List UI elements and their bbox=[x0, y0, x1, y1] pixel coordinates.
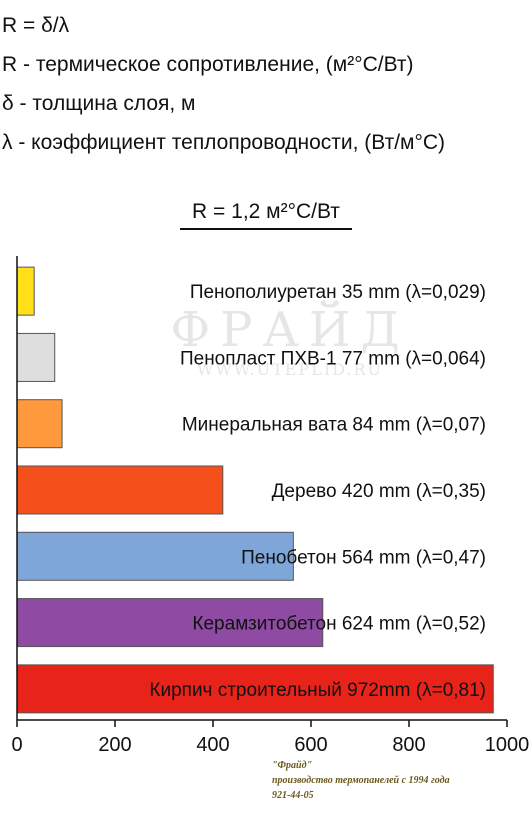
bar-label: Пенобетон 564 mm (λ=0,47) bbox=[241, 547, 486, 568]
company-tagline: производство термопанелей с 1994 года bbox=[272, 775, 450, 786]
company-phone: 921-44-05 bbox=[272, 790, 314, 801]
resistance-definition: R - термическое сопротивление, (м²°С/Вт) bbox=[2, 53, 414, 76]
x-tick-label: 200 bbox=[98, 734, 131, 756]
resistance-title: R = 1,2 м²°С/Вт bbox=[180, 200, 352, 230]
bar bbox=[16, 266, 35, 316]
conductivity-definition: λ - коэффициент теплопроводности, (Вт/м°… bbox=[2, 131, 446, 154]
formula-block: R = δ/λ R - термическое сопротивление, (… bbox=[2, 6, 445, 162]
x-tick-label: 800 bbox=[392, 734, 425, 756]
x-tick-label: 400 bbox=[196, 734, 229, 756]
bar-label: Дерево 420 mm (λ=0,35) bbox=[272, 481, 486, 502]
thickness-definition: δ - толщина слоя, м bbox=[2, 92, 196, 115]
bar bbox=[16, 465, 224, 515]
bar-label: Кирпич строительный 972mm (λ=0,81) bbox=[149, 680, 486, 701]
company-name: "Фрайд" bbox=[272, 760, 313, 771]
bar-label: Пенопласт ПХВ-1 77 mm (λ=0,064) bbox=[180, 348, 486, 369]
bar-label: Керамзитобетон 624 mm (λ=0,52) bbox=[192, 614, 486, 635]
x-tick-label: 1000 bbox=[485, 734, 529, 756]
bar bbox=[16, 399, 63, 449]
x-tick-label: 600 bbox=[294, 734, 327, 756]
bar bbox=[16, 664, 494, 714]
bar-label: Минеральная вата 84 mm (λ=0,07) bbox=[182, 415, 486, 436]
bar bbox=[16, 598, 324, 648]
bar-label: Пенополиуретан 35 mm (λ=0,029) bbox=[190, 282, 486, 303]
bar bbox=[16, 531, 294, 581]
formula-line: R = δ/λ bbox=[2, 14, 70, 37]
bar bbox=[16, 332, 56, 382]
company-info: "Фрайд" производство термопанелей с 1994… bbox=[272, 758, 450, 803]
x-tick-label: 0 bbox=[11, 734, 22, 756]
